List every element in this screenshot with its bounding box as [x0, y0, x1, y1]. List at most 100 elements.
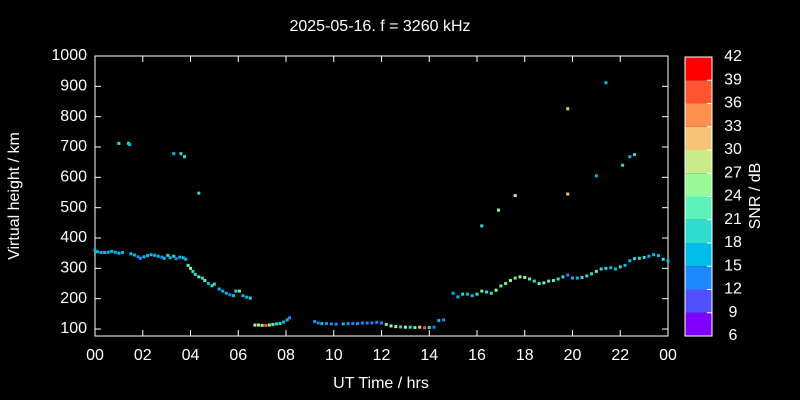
- colorbar-band: [685, 150, 712, 174]
- point: [470, 294, 474, 298]
- point: [162, 256, 166, 260]
- point: [120, 251, 124, 255]
- colorbar-tick-label: 33: [724, 118, 742, 135]
- point: [656, 254, 660, 258]
- point: [451, 291, 455, 295]
- point: [334, 322, 338, 326]
- point: [523, 275, 527, 279]
- point: [156, 254, 160, 258]
- x-tick-label: 00: [86, 347, 104, 364]
- point: [508, 278, 512, 282]
- point: [647, 254, 651, 258]
- point: [172, 254, 176, 258]
- point: [197, 191, 201, 195]
- point: [661, 257, 665, 261]
- point: [129, 252, 133, 256]
- point: [637, 256, 641, 260]
- point: [532, 279, 536, 283]
- point: [103, 251, 107, 255]
- point: [461, 292, 465, 296]
- point: [117, 141, 121, 145]
- x-tick-label: 00: [659, 347, 677, 364]
- x-tick-label: 18: [516, 347, 534, 364]
- point: [210, 284, 214, 288]
- point: [370, 321, 374, 325]
- point: [136, 255, 140, 259]
- colorbar-tick-label: 36: [724, 95, 742, 112]
- point: [346, 322, 350, 326]
- point: [475, 292, 479, 296]
- point: [313, 319, 317, 323]
- colorbar-band: [685, 266, 712, 290]
- colorbar-tick-label: 42: [724, 48, 742, 65]
- point: [172, 152, 176, 156]
- point: [621, 163, 625, 167]
- point: [146, 254, 150, 258]
- point: [95, 250, 99, 254]
- point: [168, 256, 172, 260]
- point: [442, 318, 446, 322]
- point: [499, 284, 503, 288]
- y-tick-label: 300: [60, 260, 87, 277]
- point: [189, 266, 192, 270]
- y-tick-label: 1000: [51, 47, 87, 64]
- colorbar-band: [685, 243, 712, 267]
- point: [575, 276, 579, 280]
- point: [604, 266, 608, 270]
- colorbar-band: [685, 312, 712, 336]
- x-tick-label: 20: [564, 347, 582, 364]
- colorbar-tick-label: 6: [729, 327, 738, 344]
- point: [106, 250, 110, 254]
- point: [413, 326, 417, 330]
- colorbar-label: SNR / dB: [747, 163, 764, 230]
- point: [465, 292, 469, 296]
- point: [613, 267, 617, 271]
- point: [528, 277, 532, 281]
- point: [285, 318, 289, 322]
- x-tick-label: 10: [325, 347, 343, 364]
- point: [504, 282, 508, 286]
- point: [221, 289, 225, 293]
- point: [542, 281, 546, 285]
- point: [271, 322, 275, 326]
- colorbar-band: [685, 103, 712, 127]
- point: [571, 276, 574, 280]
- point: [496, 208, 500, 212]
- point: [480, 289, 484, 293]
- point: [351, 322, 355, 326]
- point: [224, 291, 228, 295]
- y-tick-label: 800: [60, 108, 87, 125]
- y-tick-label: 100: [60, 320, 87, 337]
- point: [375, 320, 379, 324]
- point: [325, 322, 329, 326]
- point: [149, 253, 153, 257]
- point: [341, 322, 345, 326]
- point: [380, 321, 383, 325]
- point: [234, 289, 238, 293]
- colorbar-band: [685, 196, 712, 220]
- point: [117, 251, 121, 255]
- x-axis-label: UT Time / hrs: [333, 375, 429, 392]
- x-tick-label: 16: [468, 347, 486, 364]
- point: [253, 323, 257, 327]
- point: [241, 294, 245, 298]
- point: [142, 255, 146, 259]
- point: [418, 325, 422, 329]
- y-tick-label: 500: [60, 199, 87, 216]
- point: [212, 282, 216, 286]
- point: [166, 253, 170, 257]
- x-tick-label: 08: [277, 347, 295, 364]
- y-axis-label: Virtual height / km: [6, 132, 23, 260]
- point: [260, 323, 264, 327]
- point: [408, 325, 412, 329]
- point: [585, 274, 589, 278]
- y-tick-label: 700: [60, 138, 87, 155]
- colorbar-tick-label: 39: [724, 71, 742, 88]
- point: [184, 257, 188, 261]
- point: [179, 152, 183, 156]
- point: [566, 192, 570, 196]
- colorbar-tick-label: 9: [729, 304, 738, 321]
- point: [237, 289, 241, 293]
- point: [278, 322, 282, 326]
